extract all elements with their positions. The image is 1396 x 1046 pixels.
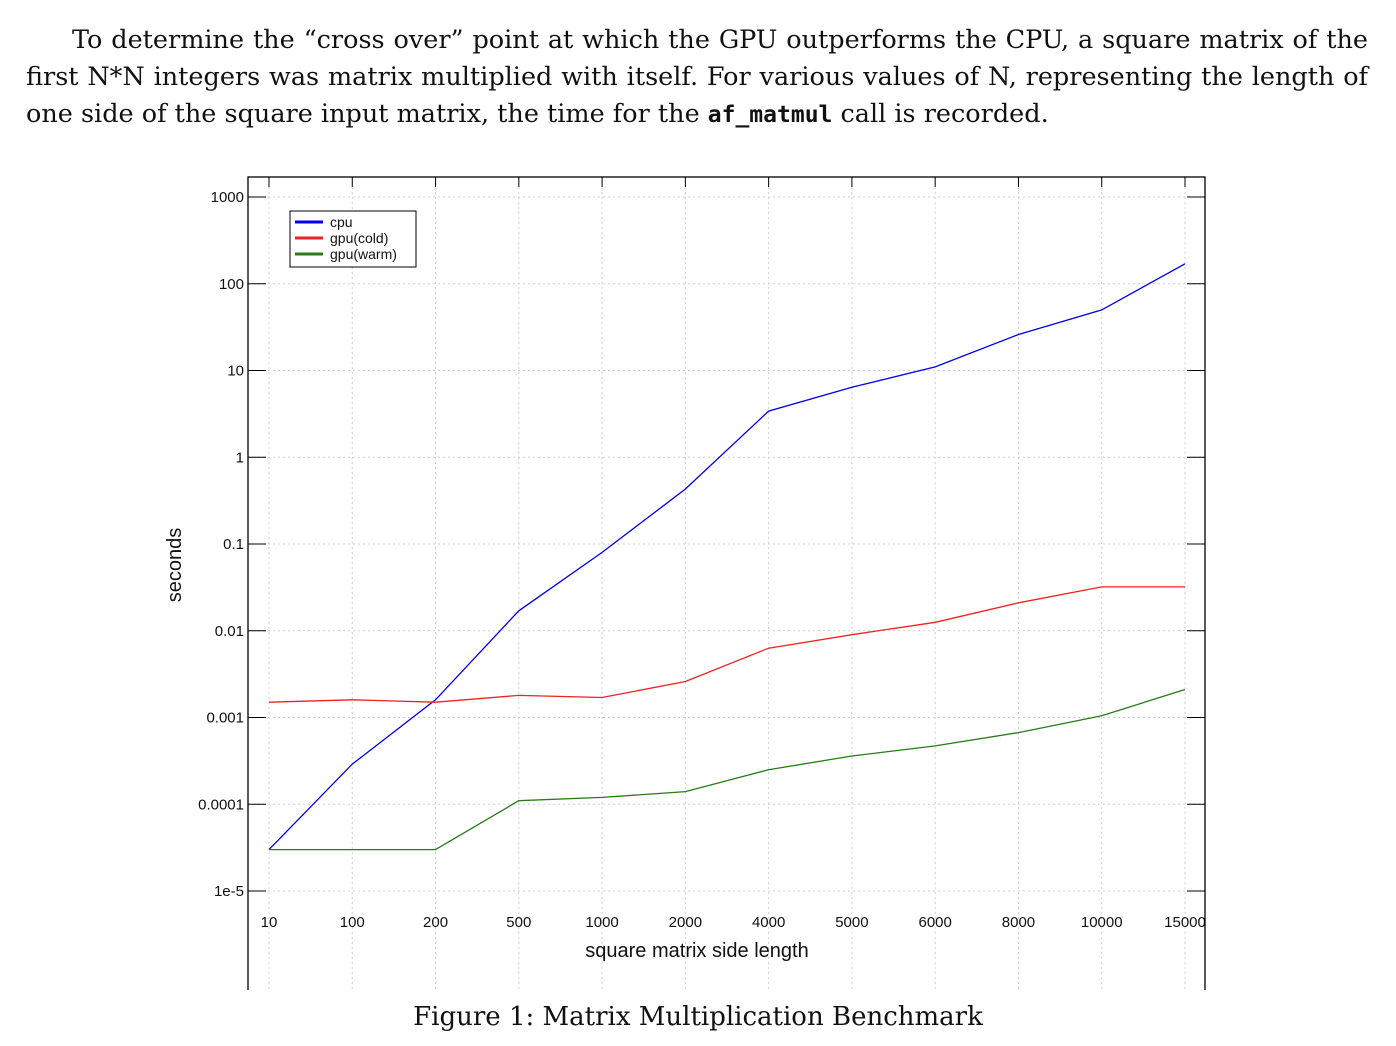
y-axis-label: seconds [164,528,186,603]
intro-paragraph: To determine the “cross over” point at w… [26,22,1368,134]
y-tick-label: 1 [236,449,244,466]
series-line-cpu [268,263,1186,851]
x-tick-label: 5000 [835,914,868,931]
legend: cpu gpu(cold) gpu(warm) [289,210,417,268]
series-line-gpu-cold [268,586,1185,703]
x-tick-label: 8000 [1002,914,1035,931]
figure-caption: Figure 1: Matrix Multiplication Benchmar… [413,1002,983,1032]
x-tick-label: 15000 [1164,914,1206,931]
x-tick-label: 6000 [918,914,951,931]
x-tick-label: 10000 [1081,914,1123,931]
x-tick-label: 2000 [669,914,702,931]
plot-frame [247,176,1206,990]
x-tick-label: 200 [423,914,448,931]
legend-label-cpu: cpu [330,214,353,230]
legend-label-gpu-cold: gpu(cold) [330,230,388,246]
series-layer [268,263,1186,851]
y-tick-label: 0.001 [206,710,244,727]
y-tick-label: 100 [219,276,244,293]
paragraph-text-before: To determine the “cross over” point at w… [26,25,1368,129]
y-tick-label: 0.1 [223,536,244,553]
grid-layer [248,177,1205,990]
y-tick-label: 0.01 [215,623,244,640]
paragraph-text-after: call is recorded. [832,99,1049,129]
x-tick-label: 4000 [752,914,785,931]
paragraph-code: af_matmul [707,102,833,128]
y-tick-label: 10 [227,363,244,380]
benchmark-chart: 10 100 200 500 1000 2000 4000 5000 6000 8000 10000… [164,176,1206,990]
x-tick-label: 1000 [585,914,618,931]
y-tick-label: 1000 [211,189,244,206]
x-tick-label: 100 [340,914,365,931]
x-tick-label: 10 [261,914,278,931]
y-tick-label: 0.0001 [198,796,244,813]
x-axis-label: square matrix side length [585,940,808,962]
tick-layer: 10 100 200 500 1000 2000 4000 5000 6000 8000 10000… [198,177,1206,931]
x-tick-label: 500 [506,914,531,931]
series-line-gpu-warm [269,688,1186,851]
legend-label-gpu-warm: gpu(warm) [330,246,397,262]
y-tick-label: 1e-5 [214,883,244,900]
